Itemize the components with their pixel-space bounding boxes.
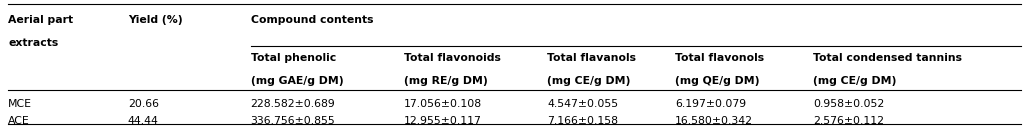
- Text: 12.955±0.117: 12.955±0.117: [404, 116, 482, 126]
- Text: 16.580±0.342: 16.580±0.342: [675, 116, 753, 126]
- Text: 4.547±0.055: 4.547±0.055: [547, 99, 619, 109]
- Text: 228.582±0.689: 228.582±0.689: [251, 99, 336, 109]
- Text: 20.66: 20.66: [128, 99, 159, 109]
- Text: Yield (%): Yield (%): [128, 15, 182, 25]
- Text: 17.056±0.108: 17.056±0.108: [404, 99, 482, 109]
- Text: Total flavonols: Total flavonols: [675, 53, 764, 63]
- Text: 44.44: 44.44: [128, 116, 159, 126]
- Text: 2.576±0.112: 2.576±0.112: [813, 116, 884, 126]
- Text: 7.166±0.158: 7.166±0.158: [547, 116, 618, 126]
- Text: Aerial part: Aerial part: [8, 15, 74, 25]
- Text: Total condensed tannins: Total condensed tannins: [813, 53, 963, 63]
- Text: 336.756±0.855: 336.756±0.855: [251, 116, 336, 126]
- Text: (mg CE/g DM): (mg CE/g DM): [547, 76, 631, 86]
- Text: (mg RE/g DM): (mg RE/g DM): [404, 76, 488, 86]
- Text: MCE: MCE: [8, 99, 32, 109]
- Text: ACE: ACE: [8, 116, 30, 126]
- Text: (mg GAE/g DM): (mg GAE/g DM): [251, 76, 344, 86]
- Text: Total flavanols: Total flavanols: [547, 53, 636, 63]
- Text: extracts: extracts: [8, 38, 58, 48]
- Text: Compound contents: Compound contents: [251, 15, 373, 25]
- Text: (mg QE/g DM): (mg QE/g DM): [675, 76, 760, 86]
- Text: 6.197±0.079: 6.197±0.079: [675, 99, 747, 109]
- Text: 0.958±0.052: 0.958±0.052: [813, 99, 885, 109]
- Text: Total flavonoids: Total flavonoids: [404, 53, 501, 63]
- Text: (mg CE/g DM): (mg CE/g DM): [813, 76, 897, 86]
- Text: Total phenolic: Total phenolic: [251, 53, 336, 63]
